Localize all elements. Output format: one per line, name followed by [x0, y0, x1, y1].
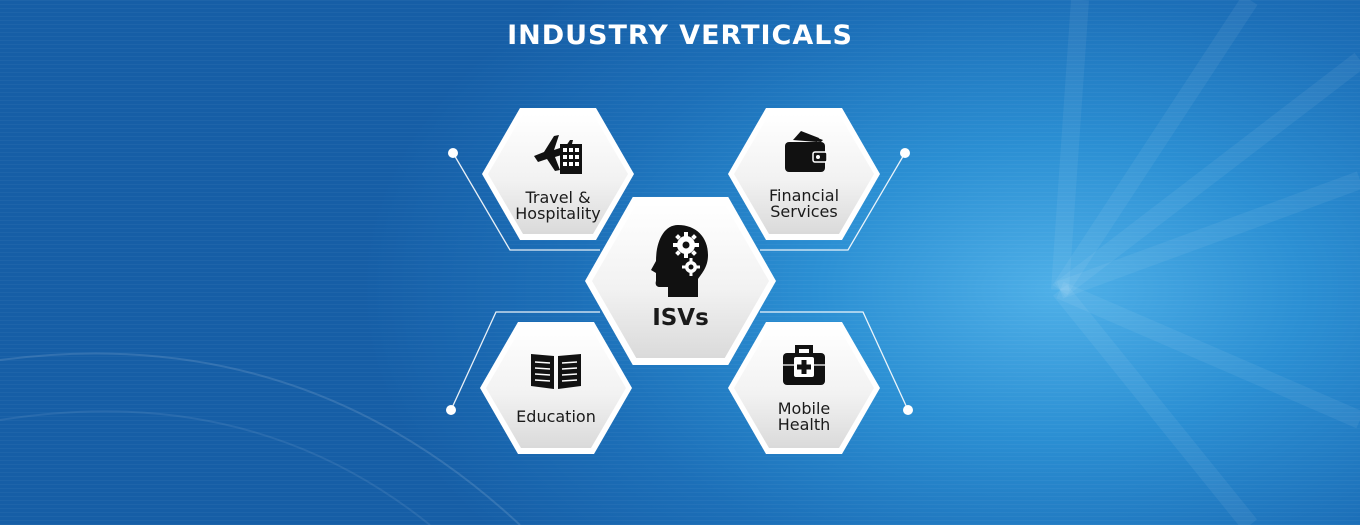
head-gears-icon	[648, 223, 714, 299]
connector-dot	[903, 405, 913, 415]
vertical-label: Travel & Hospitality	[515, 188, 601, 223]
medical-kit-icon	[780, 343, 828, 387]
connector-dot	[448, 148, 458, 158]
center-label: ISVs	[652, 305, 709, 331]
airplane-building-icon	[530, 126, 586, 176]
connector-dot	[446, 405, 456, 415]
wallet-icon	[779, 128, 829, 174]
vertical-label: Financial Services	[768, 186, 840, 221]
vertical-label: Mobile Health	[777, 399, 831, 434]
open-book-icon	[529, 351, 583, 391]
vertical-label: Education	[516, 407, 596, 426]
connector-dot	[900, 148, 910, 158]
page-title: INDUSTRY VERTICALS	[507, 20, 853, 51]
